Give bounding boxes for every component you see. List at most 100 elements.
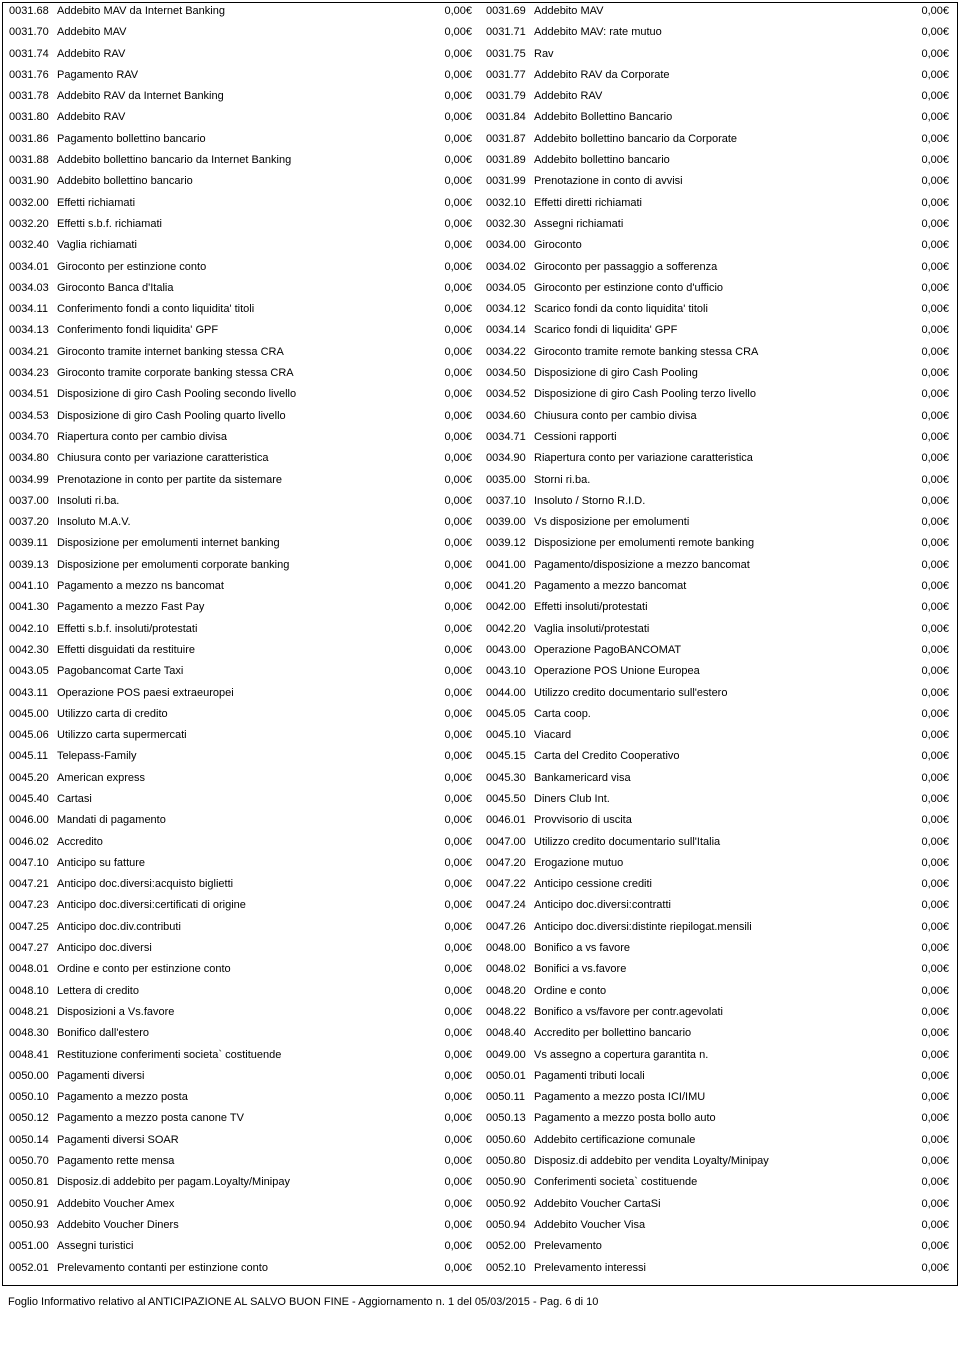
- row-amount: 0,00€: [907, 261, 953, 273]
- table-row: 0034.53Disposizione di giro Cash Pooling…: [7, 410, 476, 431]
- row-amount: 0,00€: [430, 516, 476, 528]
- row-code: 0048.30: [7, 1027, 57, 1039]
- row-amount: 0,00€: [430, 154, 476, 166]
- row-description: Mandati di pagamento: [57, 814, 430, 826]
- row-amount: 0,00€: [907, 1112, 953, 1124]
- row-code: 0052.01: [7, 1262, 57, 1274]
- table-row: 0048.20Ordine e conto0,00€: [484, 985, 953, 1006]
- row-amount: 0,00€: [430, 772, 476, 784]
- row-amount: 0,00€: [430, 836, 476, 848]
- table-row: 0052.10Prelevamento interessi0,00€: [484, 1262, 953, 1283]
- row-description: Scarico fondi da conto liquidita' titoli: [534, 303, 907, 315]
- row-code: 0049.00: [484, 1049, 534, 1061]
- row-code: 0050.10: [7, 1091, 57, 1103]
- row-amount: 0,00€: [430, 750, 476, 762]
- row-code: 0050.92: [484, 1198, 534, 1210]
- row-code: 0047.25: [7, 921, 57, 933]
- row-description: Operazione POS Unione Europea: [534, 665, 907, 677]
- row-description: Effetti s.b.f. insoluti/protestati: [57, 623, 430, 635]
- row-description: Ordine e conto: [534, 985, 907, 997]
- table-row: 0031.88Addebito bollettino bancario da I…: [7, 154, 476, 175]
- row-code: 0034.70: [7, 431, 57, 443]
- table-row: 0031.80Addebito RAV0,00€: [7, 111, 476, 132]
- row-code: 0044.00: [484, 687, 534, 699]
- row-code: 0047.21: [7, 878, 57, 890]
- row-amount: 0,00€: [430, 1155, 476, 1167]
- row-amount: 0,00€: [907, 772, 953, 784]
- row-description: Giroconto tramite internet banking stess…: [57, 346, 430, 358]
- row-code: 0034.14: [484, 324, 534, 336]
- table-row: 0034.02Giroconto per passaggio a soffere…: [484, 261, 953, 282]
- row-description: Addebito certificazione comunale: [534, 1134, 907, 1146]
- row-description: Accredito: [57, 836, 430, 848]
- row-code: 0041.10: [7, 580, 57, 592]
- row-amount: 0,00€: [907, 474, 953, 486]
- row-amount: 0,00€: [430, 69, 476, 81]
- table-row: 0045.40Cartasi0,00€: [7, 793, 476, 814]
- table-row: 0032.40Vaglia richiamati0,00€: [7, 239, 476, 260]
- row-code: 0032.20: [7, 218, 57, 230]
- row-code: 0034.03: [7, 282, 57, 294]
- table-row: 0050.90Conferimenti societa` costituende…: [484, 1176, 953, 1197]
- row-description: Pagamenti diversi: [57, 1070, 430, 1082]
- row-code: 0034.22: [484, 346, 534, 358]
- row-amount: 0,00€: [907, 985, 953, 997]
- table-row: 0050.14Pagamenti diversi SOAR0,00€: [7, 1134, 476, 1155]
- row-description: Effetti diretti richiamati: [534, 197, 907, 209]
- row-amount: 0,00€: [430, 197, 476, 209]
- row-code: 0042.20: [484, 623, 534, 635]
- row-amount: 0,00€: [430, 26, 476, 38]
- row-amount: 0,00€: [907, 1027, 953, 1039]
- row-description: Bonifico a vs/favore per contr.agevolati: [534, 1006, 907, 1018]
- row-code: 0031.76: [7, 69, 57, 81]
- row-amount: 0,00€: [907, 218, 953, 230]
- table-row: 0039.11Disposizione per emolumenti inter…: [7, 537, 476, 558]
- row-code: 0043.11: [7, 687, 57, 699]
- row-description: Utilizzo credito documentario sull'Itali…: [534, 836, 907, 848]
- row-amount: 0,00€: [430, 495, 476, 507]
- table-row: 0048.41Restituzione conferimenti societa…: [7, 1049, 476, 1070]
- row-description: Conferimento fondi liquidita' GPF: [57, 324, 430, 336]
- row-description: Provvisorio di uscita: [534, 814, 907, 826]
- table-row: 0050.60Addebito certificazione comunale0…: [484, 1134, 953, 1155]
- row-code: 0031.86: [7, 133, 57, 145]
- row-code: 0045.06: [7, 729, 57, 741]
- row-description: Scarico fondi di liquidita' GPF: [534, 324, 907, 336]
- row-code: 0034.05: [484, 282, 534, 294]
- row-description: Assegni turistici: [57, 1240, 430, 1252]
- row-amount: 0,00€: [907, 239, 953, 251]
- row-description: Addebito bollettino bancario da Internet…: [57, 154, 430, 166]
- row-amount: 0,00€: [430, 261, 476, 273]
- row-description: Pagamento a mezzo posta bollo auto: [534, 1112, 907, 1124]
- row-description: Effetti s.b.f. richiamati: [57, 218, 430, 230]
- row-description: Insoluto M.A.V.: [57, 516, 430, 528]
- row-code: 0031.87: [484, 133, 534, 145]
- row-code: 0047.27: [7, 942, 57, 954]
- row-amount: 0,00€: [907, 537, 953, 549]
- row-code: 0034.80: [7, 452, 57, 464]
- row-code: 0045.15: [484, 750, 534, 762]
- table-row: 0050.10Pagamento a mezzo posta0,00€: [7, 1091, 476, 1112]
- row-code: 0045.10: [484, 729, 534, 741]
- row-description: Bonifico dall'estero: [57, 1027, 430, 1039]
- row-description: Addebito RAV: [534, 90, 907, 102]
- row-amount: 0,00€: [430, 985, 476, 997]
- row-code: 0046.00: [7, 814, 57, 826]
- row-amount: 0,00€: [430, 1176, 476, 1188]
- row-description: Pagamento a mezzo posta canone TV: [57, 1112, 430, 1124]
- row-code: 0034.12: [484, 303, 534, 315]
- table-row: 0048.02Bonifici a vs.favore0,00€: [484, 963, 953, 984]
- row-amount: 0,00€: [430, 5, 476, 17]
- row-code: 0046.01: [484, 814, 534, 826]
- row-description: Storni ri.ba.: [534, 474, 907, 486]
- row-description: Anticipo doc.diversi: [57, 942, 430, 954]
- table-row: 0042.30Effetti disguidati da restituire0…: [7, 644, 476, 665]
- row-code: 0047.22: [484, 878, 534, 890]
- row-description: Addebito bollettino bancario: [534, 154, 907, 166]
- row-description: Operazione PagoBANCOMAT: [534, 644, 907, 656]
- row-amount: 0,00€: [907, 644, 953, 656]
- row-code: 0037.10: [484, 495, 534, 507]
- row-code: 0050.90: [484, 1176, 534, 1188]
- row-code: 0031.80: [7, 111, 57, 123]
- row-description: Utilizzo carta supermercati: [57, 729, 430, 741]
